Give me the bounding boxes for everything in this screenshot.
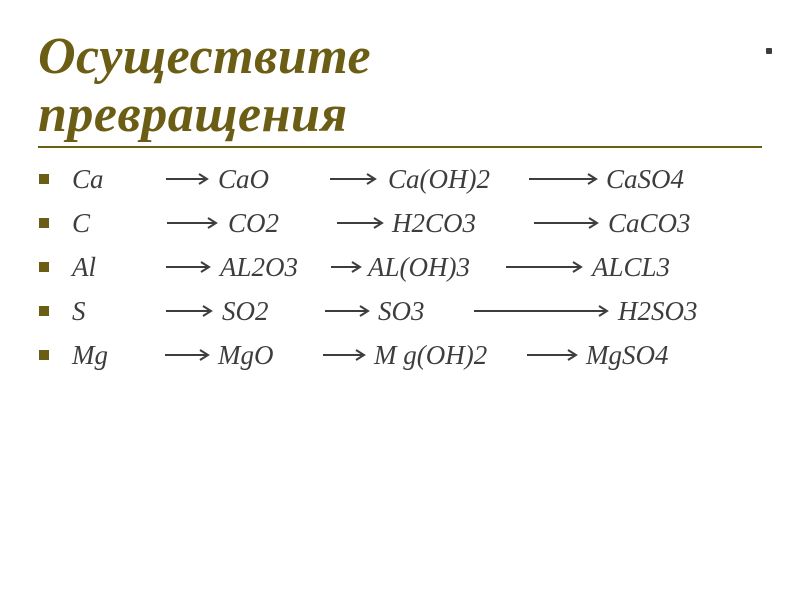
bullet-icon	[38, 305, 56, 317]
slide-title: Осуществите превращения	[38, 28, 762, 144]
arrow-icon	[160, 304, 222, 318]
chain-term: CO2	[228, 208, 332, 239]
chain-term: S	[72, 296, 160, 327]
chain-row: Ca CaO Ca(OH)2 CaSO4	[38, 162, 762, 196]
arrow-icon	[528, 216, 608, 230]
title-underline	[38, 146, 762, 148]
bullet-icon	[38, 217, 56, 229]
chain-term: Al	[72, 252, 160, 283]
chain-term: C	[72, 208, 160, 239]
bullet-icon	[38, 261, 56, 273]
chain-body: Ca CaO Ca(OH)2 CaSO4	[72, 164, 762, 195]
arrow-icon	[160, 216, 228, 230]
chain-term: H2SO3	[618, 296, 748, 327]
arrow-icon	[524, 172, 606, 186]
chain-term: Ca	[72, 164, 160, 195]
bullet-icon	[38, 173, 56, 185]
chain-term: H2CO3	[392, 208, 528, 239]
reaction-chain-list: Ca CaO Ca(OH)2 CaSO4 C CO2 H2CO3 CaCO3	[38, 162, 762, 372]
chain-term: AL(OH)3	[368, 252, 500, 283]
chain-term: SO3	[378, 296, 468, 327]
chain-row: Mg MgO M g(OH)2 MgSO4	[38, 338, 762, 372]
chain-term: SO2	[222, 296, 320, 327]
title-line-2: превращения	[38, 86, 348, 143]
arrow-icon	[160, 348, 218, 362]
arrow-icon	[322, 172, 388, 186]
arrow-icon	[160, 260, 220, 274]
chain-body: C CO2 H2CO3 CaCO3	[72, 208, 762, 239]
chain-row: Al AL2O3 AL(OH)3 ALCL3	[38, 250, 762, 284]
arrow-icon	[500, 260, 592, 274]
title-line-1: Осуществите	[38, 28, 371, 85]
chain-term: MgSO4	[586, 340, 716, 371]
chain-term: AL2O3	[220, 252, 328, 283]
slide: Осуществите превращения Ca CaO Ca(OH)2 C…	[0, 0, 800, 600]
chain-term: CaO	[218, 164, 322, 195]
chain-term: MgO	[218, 340, 318, 371]
chain-term: CaCO3	[608, 208, 738, 239]
arrow-icon	[328, 260, 368, 274]
chain-term: CaSO4	[606, 164, 736, 195]
chain-term: Mg	[72, 340, 160, 371]
chain-body: Mg MgO M g(OH)2 MgSO4	[72, 340, 762, 371]
chain-term: ALCL3	[592, 252, 722, 283]
chain-body: Al AL2O3 AL(OH)3 ALCL3	[72, 252, 762, 283]
chain-row: C CO2 H2CO3 CaCO3	[38, 206, 762, 240]
arrow-icon	[468, 304, 618, 318]
arrow-icon	[318, 348, 374, 362]
arrow-icon	[320, 304, 378, 318]
arrow-icon	[522, 348, 586, 362]
chain-term: Ca(OH)2	[388, 164, 524, 195]
chain-row: S SO2 SO3 H2SO3	[38, 294, 762, 328]
arrow-icon	[332, 216, 392, 230]
bullet-icon	[38, 349, 56, 361]
chain-body: S SO2 SO3 H2SO3	[72, 296, 762, 327]
arrow-icon	[160, 172, 218, 186]
chain-term: M g(OH)2	[374, 340, 522, 371]
decorative-dot	[766, 48, 772, 54]
